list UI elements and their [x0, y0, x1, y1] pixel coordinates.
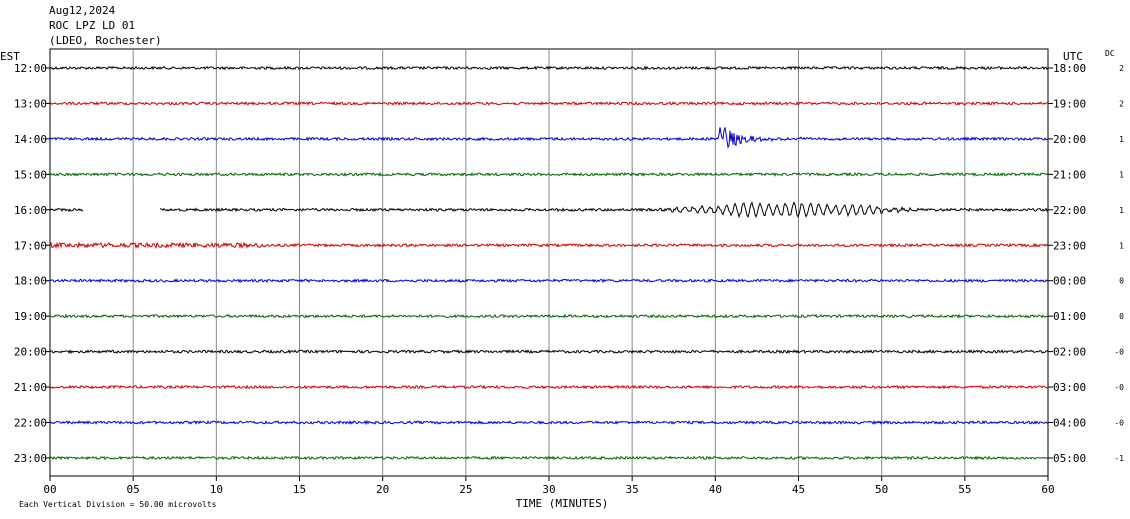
- dc-value-label: 2: [1119, 64, 1124, 73]
- trace-line: [50, 278, 1049, 284]
- x-tick-label: 50: [875, 483, 888, 496]
- x-tick-label: 35: [626, 483, 639, 496]
- x-tick-label: 45: [792, 483, 805, 496]
- dc-column-label: DC: [1105, 49, 1115, 58]
- utc-tick-label: 21:00: [1053, 168, 1086, 181]
- dc-value-label: 1: [1119, 206, 1124, 215]
- utc-tick-label: 04:00: [1053, 417, 1086, 430]
- dc-value-label: -1: [1114, 454, 1124, 463]
- dc-value-label: 0: [1119, 312, 1124, 321]
- dc-value-label: 1: [1119, 170, 1124, 179]
- dc-value-label: 1: [1119, 135, 1124, 144]
- chart-date: Aug12,2024: [49, 4, 116, 17]
- est-tick-label: 12:00: [14, 62, 47, 75]
- utc-axis-label: UTC: [1063, 50, 1083, 63]
- utc-tick-label: 19:00: [1053, 97, 1086, 110]
- trace-line: [49, 65, 1049, 71]
- footnote-scale: Each Vertical Division = 50.00 microvolt…: [19, 500, 217, 509]
- chart-network: (LDEO, Rochester): [49, 34, 162, 47]
- x-tick-label: 15: [293, 483, 306, 496]
- x-tick-label: 20: [376, 483, 389, 496]
- dc-value-label: -0: [1114, 348, 1124, 357]
- est-tick-label: 20:00: [14, 346, 47, 359]
- utc-tick-label: 05:00: [1053, 452, 1086, 465]
- trace-line: [49, 241, 1049, 250]
- x-tick-label: 05: [127, 483, 140, 496]
- est-tick-label: 16:00: [14, 204, 47, 217]
- dc-value-label: 2: [1119, 99, 1124, 108]
- x-tick-label: 55: [958, 483, 971, 496]
- x-tick-label: 60: [1041, 483, 1054, 496]
- est-tick-label: 17:00: [14, 239, 47, 252]
- est-axis-label: EST: [0, 50, 20, 63]
- chart-station: ROC LPZ LD 01: [49, 19, 136, 32]
- trace-line: [49, 171, 1049, 177]
- trace-line: [49, 455, 1049, 461]
- utc-tick-label: 03:00: [1053, 381, 1086, 394]
- est-tick-label: 14:00: [14, 133, 47, 146]
- est-tick-label: 15:00: [14, 168, 47, 181]
- est-tick-label: 23:00: [14, 452, 47, 465]
- trace-line: [49, 201, 1049, 219]
- utc-tick-label: 01:00: [1053, 310, 1086, 323]
- utc-tick-label: 00:00: [1053, 275, 1086, 288]
- trace-line: [49, 127, 1049, 149]
- trace-line: [49, 349, 1049, 355]
- x-axis-label: TIME (MINUTES): [516, 497, 609, 510]
- trace-line: [49, 419, 1049, 426]
- est-tick-label: 21:00: [14, 381, 47, 394]
- dc-value-label: 0: [1119, 277, 1124, 286]
- x-tick-label: 00: [43, 483, 56, 496]
- dc-value-label: -0: [1114, 383, 1124, 392]
- dc-value-label: -0: [1114, 419, 1124, 428]
- utc-tick-label: 20:00: [1053, 133, 1086, 146]
- utc-tick-label: 02:00: [1053, 346, 1086, 359]
- utc-tick-label: 18:00: [1053, 62, 1086, 75]
- trace-line: [49, 384, 1049, 390]
- est-tick-label: 19:00: [14, 310, 47, 323]
- est-tick-label: 13:00: [14, 97, 47, 110]
- dc-value-label: 1: [1119, 241, 1124, 250]
- x-tick-label: 40: [709, 483, 722, 496]
- trace-line: [49, 313, 1049, 319]
- x-tick-label: 25: [459, 483, 472, 496]
- utc-tick-label: 22:00: [1053, 204, 1086, 217]
- x-tick-label: 10: [210, 483, 223, 496]
- trace-line: [49, 100, 1049, 106]
- est-tick-label: 22:00: [14, 417, 47, 430]
- utc-tick-label: 23:00: [1053, 239, 1086, 252]
- est-tick-label: 18:00: [14, 275, 47, 288]
- x-tick-label: 30: [542, 483, 555, 496]
